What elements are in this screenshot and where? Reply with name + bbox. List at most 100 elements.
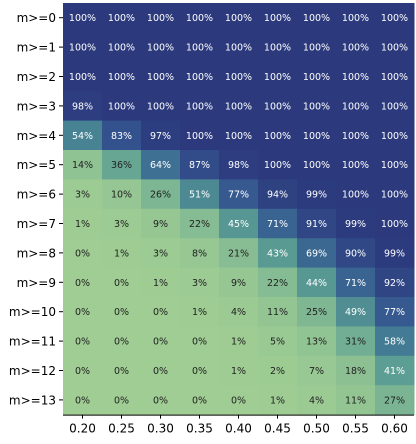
- heatmap-cell: [141, 179, 181, 210]
- heatmap-cell: [336, 91, 376, 122]
- cell-value-label: 100%: [381, 101, 408, 112]
- heatmap-cell: [63, 267, 103, 298]
- heatmap-cell: [219, 385, 259, 416]
- heatmap-cell: [63, 61, 103, 92]
- heatmap-cell: [102, 385, 142, 416]
- cell-value-label: 100%: [69, 43, 96, 54]
- heatmap-cell: [180, 326, 220, 357]
- heatmap-cell: [180, 3, 220, 33]
- heatmap-cell: [336, 267, 376, 298]
- cell-value-label: 64%: [150, 160, 171, 171]
- cell-value-label: 100%: [186, 13, 213, 24]
- cell-value-label: 98%: [228, 160, 249, 171]
- heatmap-cell: [63, 91, 103, 122]
- cell-value-label: 31%: [345, 337, 366, 348]
- cell-value-label: 100%: [264, 101, 291, 112]
- cell-value-label: 98%: [72, 101, 93, 112]
- heatmap-cell: [180, 385, 220, 416]
- cell-value-label: 100%: [342, 190, 369, 201]
- heatmap-cell: [336, 238, 376, 269]
- cell-value-label: 100%: [225, 101, 252, 112]
- cell-value-label: 100%: [342, 43, 369, 54]
- x-tick-label: 0.55: [342, 422, 369, 436]
- heatmap-cell: [297, 3, 337, 33]
- heatmap-cell: [102, 238, 142, 269]
- heatmap-cell: [180, 297, 220, 327]
- heatmap-cell: [180, 150, 220, 180]
- heatmap-cell: [297, 91, 337, 122]
- cell-value-label: 100%: [264, 131, 291, 142]
- cell-value-label: 90%: [345, 248, 366, 259]
- cell-value-label: 1%: [192, 307, 207, 318]
- heatmap-cell: [336, 385, 376, 416]
- heatmap-cell: [219, 297, 259, 327]
- cell-value-label: 100%: [147, 72, 174, 83]
- heatmap-cell: [297, 61, 337, 92]
- cell-value-label: 100%: [225, 43, 252, 54]
- heatmap-cell: [375, 208, 415, 239]
- heatmap-cell: [336, 32, 376, 63]
- cell-value-label: 100%: [108, 101, 135, 112]
- cell-value-label: 10%: [111, 190, 132, 201]
- cell-value-label: 25%: [306, 307, 327, 318]
- cell-value-label: 13%: [306, 337, 327, 348]
- cell-value-label: 0%: [192, 395, 207, 406]
- heatmap-cell: [297, 297, 337, 327]
- heatmap-cell: [141, 61, 181, 92]
- heatmap-cell: [141, 267, 181, 298]
- heatmap-cell: [102, 120, 142, 151]
- cell-value-label: 0%: [153, 395, 168, 406]
- heatmap-cells: 100% 100% 100% 100% 100% 100% 100% 100% 100% 100%…: [63, 3, 415, 416]
- cell-value-label: 94%: [267, 190, 288, 201]
- heatmap-cell: [141, 355, 181, 386]
- cell-value-label: 100%: [147, 101, 174, 112]
- y-tick-label: m>=0: [17, 11, 56, 25]
- cell-value-label: 71%: [345, 278, 366, 289]
- y-tick-label: m>=13: [9, 393, 56, 407]
- cell-value-label: 41%: [384, 366, 405, 377]
- heatmap-cell: [297, 238, 337, 269]
- heatmap-cell: [375, 150, 415, 180]
- heatmap-cell: [141, 385, 181, 416]
- cell-value-label: 69%: [306, 248, 327, 259]
- cell-value-label: 100%: [303, 13, 330, 24]
- cell-value-label: 100%: [303, 43, 330, 54]
- heatmap-cell: [219, 91, 259, 122]
- cell-value-label: 14%: [72, 160, 93, 171]
- cell-value-label: 1%: [114, 248, 129, 259]
- y-tick-label: m>=12: [9, 364, 56, 378]
- heatmap-cell: [219, 355, 259, 386]
- heatmap-cell: [219, 326, 259, 357]
- heatmap-cell: [336, 297, 376, 327]
- x-tick-label: 0.60: [381, 422, 408, 436]
- cell-value-label: 100%: [303, 160, 330, 171]
- y-tick-label: m>=2: [17, 70, 56, 84]
- cell-value-label: 100%: [186, 72, 213, 83]
- cell-value-label: 8%: [192, 248, 207, 259]
- cell-value-label: 1%: [75, 219, 90, 230]
- heatmap-cell: [141, 91, 181, 122]
- heatmap-cell: [375, 32, 415, 63]
- cell-value-label: 100%: [342, 131, 369, 142]
- cell-value-label: 100%: [303, 101, 330, 112]
- heatmap-cell: [375, 3, 415, 33]
- cell-value-label: 100%: [186, 101, 213, 112]
- heatmap-cell: [297, 150, 337, 180]
- cell-value-label: 71%: [267, 219, 288, 230]
- cell-value-label: 0%: [114, 337, 129, 348]
- heatmap-cell: [258, 91, 298, 122]
- heatmap-cell: [336, 61, 376, 92]
- heatmap-cell: [102, 3, 142, 33]
- cell-value-label: 100%: [186, 131, 213, 142]
- cell-value-label: 22%: [267, 278, 288, 289]
- heatmap-cell: [180, 355, 220, 386]
- heatmap-cell: [258, 238, 298, 269]
- heatmap-cell: [375, 297, 415, 327]
- cell-value-label: 100%: [108, 72, 135, 83]
- cell-value-label: 100%: [225, 13, 252, 24]
- heatmap-cell: [102, 32, 142, 63]
- cell-value-label: 100%: [381, 160, 408, 171]
- heatmap-cell: [375, 326, 415, 357]
- heatmap-cell: [219, 3, 259, 33]
- heatmap-cell: [63, 238, 103, 269]
